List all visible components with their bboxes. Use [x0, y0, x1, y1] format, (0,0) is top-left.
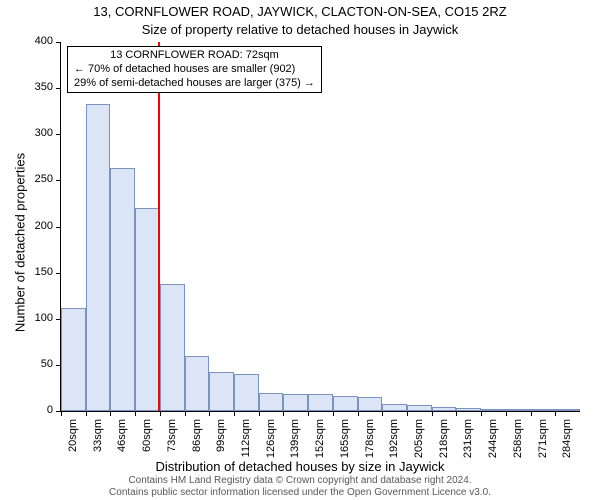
histogram-bar	[407, 405, 432, 411]
x-tick-label: 192sqm	[388, 419, 400, 459]
y-tick-label: 150	[21, 266, 53, 278]
y-tick-label: 0	[21, 404, 53, 416]
reference-line	[158, 42, 160, 411]
x-tick-mark	[333, 411, 334, 416]
x-tick-label: 60sqm	[141, 419, 153, 459]
y-tick-mark	[56, 273, 61, 274]
footer-line1: Contains HM Land Registry data © Crown c…	[0, 475, 600, 487]
histogram-bar	[259, 393, 284, 411]
x-tick-mark	[407, 411, 408, 416]
y-tick-mark	[56, 180, 61, 181]
x-tick-mark	[481, 411, 482, 416]
annotation-box: 13 CORNFLOWER ROAD: 72sqm← 70% of detach…	[67, 46, 322, 93]
histogram-bar	[481, 409, 506, 411]
x-tick-mark	[456, 411, 457, 416]
x-tick-mark	[358, 411, 359, 416]
x-axis-label: Distribution of detached houses by size …	[0, 459, 600, 474]
annotation-line: 13 CORNFLOWER ROAD: 72sqm	[74, 49, 315, 63]
y-tick-mark	[56, 42, 61, 43]
y-tick-mark	[56, 227, 61, 228]
x-tick-label: 20sqm	[67, 419, 79, 459]
x-tick-label: 33sqm	[92, 419, 104, 459]
histogram-bar	[358, 397, 383, 411]
y-tick-mark	[56, 134, 61, 135]
x-tick-label: 218sqm	[438, 419, 450, 459]
histogram-bar	[555, 409, 580, 411]
x-tick-mark	[432, 411, 433, 416]
x-tick-label: 231sqm	[462, 419, 474, 459]
y-tick-mark	[56, 88, 61, 89]
histogram-bar	[506, 409, 531, 411]
x-tick-label: 258sqm	[512, 419, 524, 459]
histogram-bar	[160, 284, 185, 411]
x-tick-mark	[209, 411, 210, 416]
x-tick-label: 284sqm	[561, 419, 573, 459]
histogram-bar	[283, 394, 308, 411]
y-tick-label: 50	[21, 358, 53, 370]
y-tick-label: 250	[21, 173, 53, 185]
x-tick-mark	[283, 411, 284, 416]
x-tick-label: 165sqm	[339, 419, 351, 459]
x-tick-mark	[382, 411, 383, 416]
x-tick-label: 73sqm	[166, 419, 178, 459]
x-tick-mark	[555, 411, 556, 416]
x-tick-label: 152sqm	[314, 419, 326, 459]
histogram-bar	[234, 374, 259, 411]
histogram-bar	[333, 396, 358, 411]
histogram-bar	[110, 168, 135, 411]
x-tick-mark	[110, 411, 111, 416]
annotation-line: 29% of semi-detached houses are larger (…	[74, 77, 315, 91]
chart-title-line1: 13, CORNFLOWER ROAD, JAYWICK, CLACTON-ON…	[0, 4, 600, 19]
x-tick-label: 86sqm	[191, 419, 203, 459]
chart-title-line2: Size of property relative to detached ho…	[0, 22, 600, 37]
y-tick-label: 300	[21, 127, 53, 139]
histogram-bar	[135, 208, 160, 411]
x-tick-label: 139sqm	[289, 419, 301, 459]
histogram-bar	[185, 356, 210, 411]
histogram-bar	[86, 104, 111, 411]
histogram-bar	[531, 409, 556, 411]
x-tick-mark	[234, 411, 235, 416]
histogram-bar	[61, 308, 86, 411]
x-tick-mark	[61, 411, 62, 416]
x-tick-mark	[135, 411, 136, 416]
chart-footer: Contains HM Land Registry data © Crown c…	[0, 475, 600, 498]
x-tick-mark	[506, 411, 507, 416]
x-tick-mark	[531, 411, 532, 416]
histogram-bar	[308, 394, 333, 411]
x-tick-mark	[308, 411, 309, 416]
x-tick-mark	[160, 411, 161, 416]
x-tick-label: 126sqm	[265, 419, 277, 459]
histogram-bar	[432, 407, 457, 411]
x-tick-label: 271sqm	[537, 419, 549, 459]
footer-line2: Contains public sector information licen…	[0, 487, 600, 499]
x-tick-label: 205sqm	[413, 419, 425, 459]
x-tick-label: 112sqm	[240, 419, 252, 459]
x-tick-label: 244sqm	[487, 419, 499, 459]
x-tick-mark	[185, 411, 186, 416]
chart-container: { "titles": { "line1": "13, CORNFLOWER R…	[0, 0, 600, 500]
x-tick-mark	[86, 411, 87, 416]
plot-area: 05010015020025030035040020sqm33sqm46sqm6…	[60, 42, 580, 412]
y-tick-label: 350	[21, 81, 53, 93]
y-tick-label: 200	[21, 220, 53, 232]
y-tick-label: 400	[21, 35, 53, 47]
x-tick-mark	[259, 411, 260, 416]
y-tick-label: 100	[21, 312, 53, 324]
x-tick-label: 46sqm	[116, 419, 128, 459]
x-tick-label: 178sqm	[364, 419, 376, 459]
histogram-bar	[456, 408, 481, 411]
histogram-bar	[382, 404, 407, 411]
x-tick-label: 99sqm	[215, 419, 227, 459]
annotation-line: ← 70% of detached houses are smaller (90…	[74, 63, 315, 77]
histogram-bar	[209, 372, 234, 411]
